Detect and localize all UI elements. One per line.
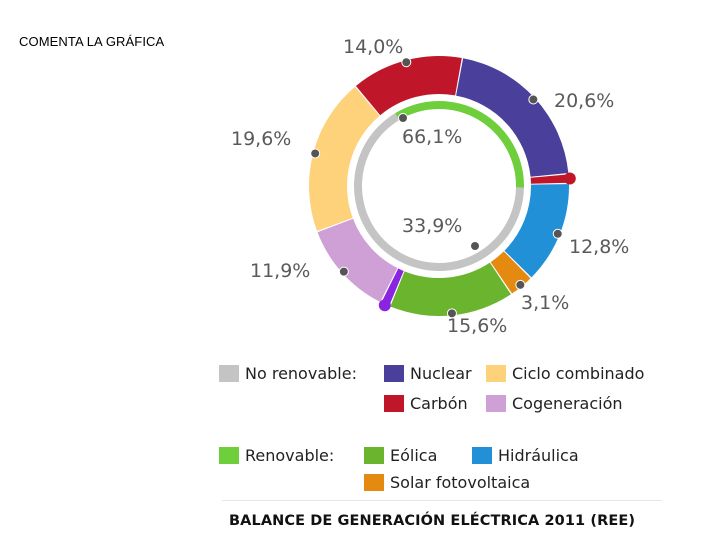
legend-hidraulica: Hidráulica — [472, 446, 579, 465]
carbon-swatch — [384, 395, 404, 412]
outer-slice-carbon — [355, 55, 462, 116]
no-renovable-swatch — [219, 365, 239, 382]
value-label-carbon: 14,0% — [343, 36, 403, 58]
inner-marker-renovable — [470, 241, 480, 251]
marker-solar-fotovoltaica — [515, 279, 526, 290]
outer-slice-unlabeled-6 — [381, 268, 404, 307]
legend-cogeneracion: Cogeneración — [486, 394, 623, 413]
renovable-label: Renovable: — [245, 446, 335, 465]
legend-no-renovable: No renovable: — [219, 364, 357, 383]
inner-marker-no-renovable — [398, 113, 408, 123]
outer-slice-ciclo-combinado — [308, 86, 380, 232]
inner-label-no-renovable: 66,1% — [402, 126, 462, 148]
outer-slice-cogeneracion — [317, 218, 398, 302]
cogeneracion-swatch — [486, 395, 506, 412]
ciclo-swatch — [486, 365, 506, 382]
caption-divider — [222, 500, 662, 501]
marker-cogeneracion — [338, 266, 349, 277]
ciclo-label: Ciclo combinado — [512, 364, 645, 383]
legend-nuclear: Nuclear — [384, 364, 472, 383]
solar-swatch — [364, 474, 384, 491]
donut-chart: 14,0% 20,6% 12,8% 3,1% 15,6% 11,9% 19,6% 66,1% 3… — [231, 36, 629, 337]
chart-caption: BALANCE DE GENERACIÓN ELÉCTRICA 2011 (RE… — [229, 513, 636, 529]
legend-eolica: Eólica — [364, 446, 437, 465]
carbon-label: Carbón — [410, 394, 468, 413]
legend-solar: Solar fotovoltaica — [364, 473, 530, 492]
outer-slice-nuclear — [456, 58, 569, 177]
outer-slice-eolica — [390, 262, 511, 316]
outer-ring — [308, 55, 569, 316]
marker-nuclear — [528, 94, 539, 105]
label-markers — [310, 57, 576, 319]
slide-heading: COMENTA LA GRÁFICA — [19, 34, 165, 49]
inner-slice-renovable — [395, 100, 524, 188]
marker-unlabeled-2 — [563, 172, 576, 185]
inner-label-renovable: 33,9% — [402, 215, 462, 237]
nuclear-swatch — [384, 365, 404, 382]
value-label-nuclear: 20,6% — [554, 90, 614, 112]
value-label-solar-fotovoltaica: 3,1% — [521, 292, 569, 314]
solar-label: Solar fotovoltaica — [390, 473, 531, 492]
legend-ciclo: Ciclo combinado — [486, 364, 644, 383]
eolica-label: Eólica — [390, 446, 438, 465]
outer-slice-unlabeled-2 — [530, 174, 569, 184]
cogeneracion-label: Cogeneración — [512, 394, 623, 413]
value-label-eolica: 15,6% — [447, 315, 507, 337]
legend-renovable: Renovable: — [219, 446, 334, 465]
value-label-cogeneracion: 11,9% — [250, 260, 310, 282]
legend-carbon: Carbón — [384, 394, 468, 413]
eolica-swatch — [364, 447, 384, 464]
nuclear-label: Nuclear — [410, 364, 472, 383]
marker-ciclo-combinado — [310, 148, 321, 159]
marker-eolica — [446, 308, 457, 319]
renovable-swatch — [219, 447, 239, 464]
marker-hidraulica — [552, 228, 563, 239]
marker-unlabeled-6 — [378, 299, 391, 312]
marker-carbon — [401, 57, 412, 68]
inner-ring — [353, 100, 524, 272]
value-labels: 14,0% 20,6% 12,8% 3,1% 15,6% 11,9% 19,6% 66,1% 3… — [231, 36, 629, 337]
value-label-hidraulica: 12,8% — [569, 236, 629, 258]
no-renovable-label: No renovable: — [245, 364, 357, 383]
hidraulica-label: Hidráulica — [498, 446, 579, 465]
outer-slice-hidraulica — [504, 184, 569, 278]
value-label-ciclo-combinado: 19,6% — [231, 128, 291, 150]
hidraulica-swatch — [472, 447, 492, 464]
